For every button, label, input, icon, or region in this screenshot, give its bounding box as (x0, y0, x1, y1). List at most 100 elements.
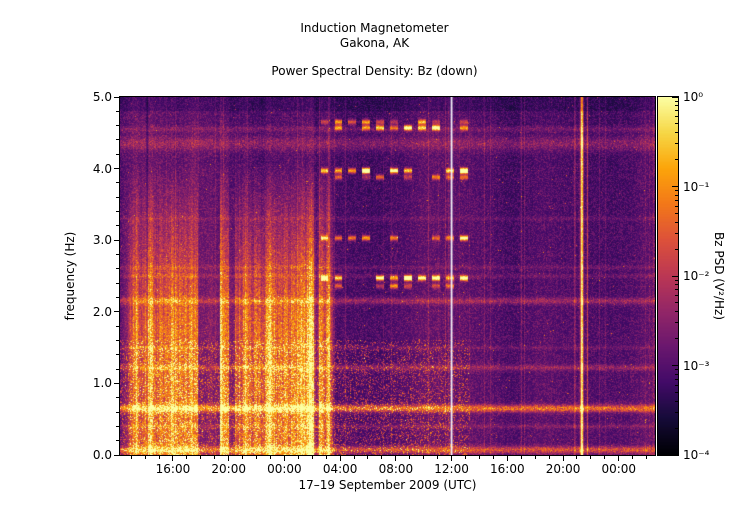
x-tick-mark (451, 456, 453, 461)
x-tick-label: 00:00 (601, 462, 637, 476)
x-minor-tick-mark (478, 456, 480, 459)
x-tick-label: 00:00 (267, 462, 302, 476)
x-axis-label: 17–19 September 2009 (UTC) (298, 478, 477, 492)
colorbar-minor-tick-mark (675, 284, 678, 286)
x-minor-tick-mark (214, 456, 216, 459)
x-tick-label: 20:00 (545, 462, 581, 476)
y-minor-tick-mark (116, 153, 119, 155)
colorbar-minor-tick-mark (675, 190, 678, 192)
x-minor-tick-mark (186, 456, 188, 459)
colorbar-minor-tick-mark (675, 338, 678, 340)
y-minor-tick-mark (116, 397, 119, 399)
colorbar-minor-tick-mark (675, 378, 678, 380)
plot-frame (119, 96, 656, 456)
y-minor-tick-mark (116, 368, 119, 370)
x-minor-tick-mark (604, 456, 606, 459)
y-minor-tick-mark (116, 139, 119, 141)
x-minor-tick-mark (465, 456, 467, 459)
y-tick-label: 5.0 (92, 90, 112, 104)
x-minor-tick-mark (381, 456, 383, 459)
x-minor-tick-mark (325, 456, 327, 459)
x-tick-label: 16:00 (155, 462, 191, 476)
x-minor-tick-mark (423, 456, 425, 459)
colorbar-minor-tick-mark (675, 373, 678, 375)
figure-title: Induction Magnetometer (300, 21, 449, 35)
colorbar-minor-tick-mark (675, 123, 678, 125)
x-minor-tick-mark (548, 456, 550, 459)
colorbar-minor-tick-mark (675, 248, 678, 250)
x-minor-tick-mark (269, 456, 271, 459)
y-minor-tick-mark (116, 282, 119, 284)
y-tick-mark (114, 382, 119, 384)
y-minor-tick-mark (116, 325, 119, 327)
y-minor-tick-mark (116, 110, 119, 112)
colorbar-minor-tick-mark (675, 295, 678, 297)
colorbar-minor-tick-mark (675, 199, 678, 201)
colorbar-tick-label: 10⁻⁴ (683, 448, 710, 462)
x-minor-tick-mark (367, 456, 369, 459)
x-minor-tick-mark (158, 456, 160, 459)
x-minor-tick-mark (492, 456, 494, 459)
x-minor-tick-mark (534, 456, 536, 459)
x-tick-label: 08:00 (378, 462, 414, 476)
x-minor-tick-mark (242, 456, 244, 459)
y-minor-tick-mark (116, 225, 119, 227)
y-tick-label: 1.0 (92, 376, 112, 391)
colorbar-minor-tick-mark (675, 411, 678, 413)
x-tick-label: 20:00 (211, 462, 246, 476)
y-tick-label: 2.0 (92, 304, 112, 319)
colorbar-tick-mark (672, 365, 678, 366)
y-tick-mark (114, 96, 119, 98)
colorbar-minor-tick-mark (675, 322, 678, 324)
y-minor-tick-mark (116, 182, 119, 184)
x-tick-mark (172, 456, 174, 461)
colorbar-tick-label: 10⁰ (683, 90, 704, 104)
y-minor-tick-mark (116, 196, 119, 198)
y-tick-label: 3.0 (92, 233, 112, 248)
colorbar-minor-tick-mark (675, 384, 678, 386)
y-tick-mark (114, 454, 119, 456)
y-minor-tick-mark (116, 254, 119, 256)
y-minor-tick-mark (116, 211, 119, 213)
colorbar-minor-tick-mark (675, 232, 678, 234)
colorbar-minor-tick-mark (675, 391, 678, 393)
y-minor-tick-mark (116, 425, 119, 427)
x-tick-label: 12:00 (434, 462, 469, 476)
x-minor-tick-mark (520, 456, 522, 459)
plot-title: Power Spectral Density: Bz (down) (271, 64, 478, 78)
colorbar-tick-label: 10⁻³ (683, 358, 710, 373)
colorbar-minor-tick-mark (675, 221, 678, 223)
x-minor-tick-mark (130, 456, 132, 459)
x-tick-mark (339, 456, 341, 461)
y-tick-mark (114, 168, 119, 170)
x-minor-tick-mark (646, 456, 648, 459)
colorbar-label: Bz PSD (V²/Hz) (712, 231, 726, 321)
x-minor-tick-mark (353, 456, 355, 459)
colorbar-minor-tick-mark (675, 205, 678, 207)
colorbar-minor-tick-mark (675, 212, 678, 214)
colorbar-minor-tick-mark (675, 289, 678, 291)
colorbar-minor-tick-mark (675, 369, 678, 371)
figure-location: Gakona, AK (339, 36, 410, 50)
colorbar-minor-tick-mark (675, 311, 678, 313)
colorbar-minor-tick-mark (675, 143, 678, 145)
colorbar-minor-tick-mark (675, 110, 678, 112)
x-minor-tick-mark (311, 456, 313, 459)
x-tick-mark (283, 456, 285, 461)
colorbar-minor-tick-mark (675, 105, 678, 107)
y-tick-label: 0.0 (92, 448, 112, 462)
colorbar-minor-tick-mark (675, 427, 678, 429)
colorbar-tick-mark (672, 275, 678, 277)
colorbar-minor-tick-mark (675, 132, 678, 134)
y-minor-tick-mark (116, 354, 119, 356)
x-tick-mark (562, 456, 564, 461)
colorbar-minor-tick-mark (675, 302, 678, 304)
x-tick-label: 04:00 (322, 462, 358, 476)
spectrogram-canvas (120, 97, 655, 455)
x-minor-tick-mark (590, 456, 592, 459)
y-minor-tick-mark (116, 296, 119, 298)
x-tick-mark (618, 456, 620, 461)
x-minor-tick-mark (576, 456, 578, 459)
colorbar-minor-tick-mark (675, 279, 678, 281)
